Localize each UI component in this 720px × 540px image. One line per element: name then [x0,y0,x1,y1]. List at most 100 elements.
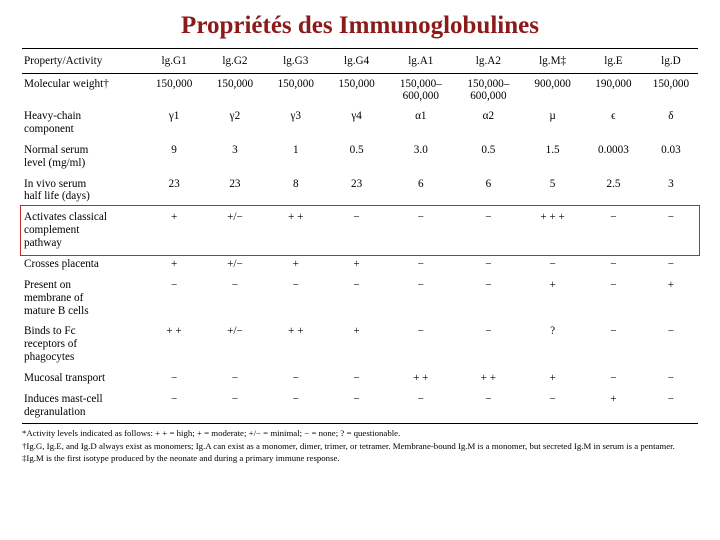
cell: − [455,254,523,275]
cell: − [387,275,455,322]
cell: − [644,389,698,423]
cell: 5 [522,174,583,208]
footnote-line: †Ig.G, Ig.E, and Ig.D always exist as mo… [22,441,698,453]
cell: − [455,275,523,322]
cell: − [644,368,698,389]
immunoglobulin-table: Property/Activitylg.G1lg.G2lg.G3lg.G4lg.… [22,48,698,424]
cell: µ [522,106,583,140]
cell: 6 [387,174,455,208]
table-row: Mucosal transport−−−−+ ++ ++−− [22,368,698,389]
cell: ϵ [583,106,644,140]
cell: + [522,275,583,322]
table-container: Property/Activitylg.G1lg.G2lg.G3lg.G4lg.… [22,48,698,424]
cell: 23 [144,174,205,208]
table-row: In vivo serumhalf life (days)23238236652… [22,174,698,208]
col-header-c4: lg.A1 [387,49,455,74]
cell: 900,000 [522,74,583,107]
cell: + [144,254,205,275]
cell: − [144,389,205,423]
row-label: Activates classicalcomplementpathway [22,207,144,254]
cell: + [265,254,326,275]
row-label: Mucosal transport [22,368,144,389]
cell: 150,000–600,000 [455,74,523,107]
col-header-c7: lg.E [583,49,644,74]
table-row: Molecular weight†150,000150,000150,00015… [22,74,698,107]
col-header-c2: lg.G3 [265,49,326,74]
cell: γ3 [265,106,326,140]
cell: 150,000 [644,74,698,107]
cell: − [522,389,583,423]
cell: 190,000 [583,74,644,107]
col-header-c6: lg.M‡ [522,49,583,74]
cell: − [205,368,266,389]
row-label: In vivo serumhalf life (days) [22,174,144,208]
cell: − [644,321,698,368]
row-label: Crosses placenta [22,254,144,275]
cell: + [522,368,583,389]
cell: − [644,254,698,275]
cell: ? [522,321,583,368]
col-header-c3: lg.G4 [326,49,387,74]
cell: − [326,207,387,254]
col-header-label: Property/Activity [22,49,144,74]
cell: 150,000 [144,74,205,107]
page: Propriétés des Immunoglobulines Property… [0,0,720,540]
cell: − [387,207,455,254]
table-row: Induces mast-celldegranulation−−−−−−−+− [22,389,698,423]
cell: − [265,275,326,322]
footnote-line: ‡Ig.M is the first isotype produced by t… [22,453,698,465]
cell: − [326,389,387,423]
cell: + + [265,207,326,254]
cell: 150,000 [326,74,387,107]
cell: 3 [644,174,698,208]
row-label: Binds to Fcreceptors ofphagocytes [22,321,144,368]
cell: 23 [205,174,266,208]
cell: + + [144,321,205,368]
cell: +/− [205,321,266,368]
footnote-line: *Activity levels indicated as follows: +… [22,428,698,440]
row-label: Present onmembrane ofmature B cells [22,275,144,322]
table-row: Heavy-chaincomponentγ1γ2γ3γ4α1α2µϵδ [22,106,698,140]
cell: − [583,368,644,389]
cell: − [205,389,266,423]
cell: 1 [265,140,326,174]
cell: − [265,368,326,389]
cell: − [387,321,455,368]
page-title: Propriétés des Immunoglobulines [22,12,698,40]
cell: 0.5 [326,140,387,174]
cell: + [644,275,698,322]
cell: − [455,207,523,254]
cell: − [583,254,644,275]
cell: − [522,254,583,275]
col-header-c5: lg.A2 [455,49,523,74]
cell: α1 [387,106,455,140]
cell: + + + [522,207,583,254]
cell: 150,000 [205,74,266,107]
table-row: Activates classicalcomplementpathway++/−… [22,207,698,254]
cell: − [455,389,523,423]
row-label: Induces mast-celldegranulation [22,389,144,423]
cell: +/− [205,254,266,275]
cell: 2.5 [583,174,644,208]
table-row: Binds to Fcreceptors ofphagocytes+ ++/− +… [22,321,698,368]
cell: 6 [455,174,523,208]
col-header-c0: lg.G1 [144,49,205,74]
cell: − [205,275,266,322]
cell: − [387,254,455,275]
row-label: Molecular weight† [22,74,144,107]
cell: − [326,275,387,322]
col-header-c1: lg.G2 [205,49,266,74]
cell: 9 [144,140,205,174]
cell: + + [455,368,523,389]
cell: 8 [265,174,326,208]
cell: + [583,389,644,423]
cell: 0.0003 [583,140,644,174]
cell: 0.5 [455,140,523,174]
cell: 23 [326,174,387,208]
cell: +/− [205,207,266,254]
table-row: Present onmembrane ofmature B cells−−−−−… [22,275,698,322]
cell: − [326,368,387,389]
cell: + [326,321,387,368]
cell: − [583,207,644,254]
cell: 3 [205,140,266,174]
